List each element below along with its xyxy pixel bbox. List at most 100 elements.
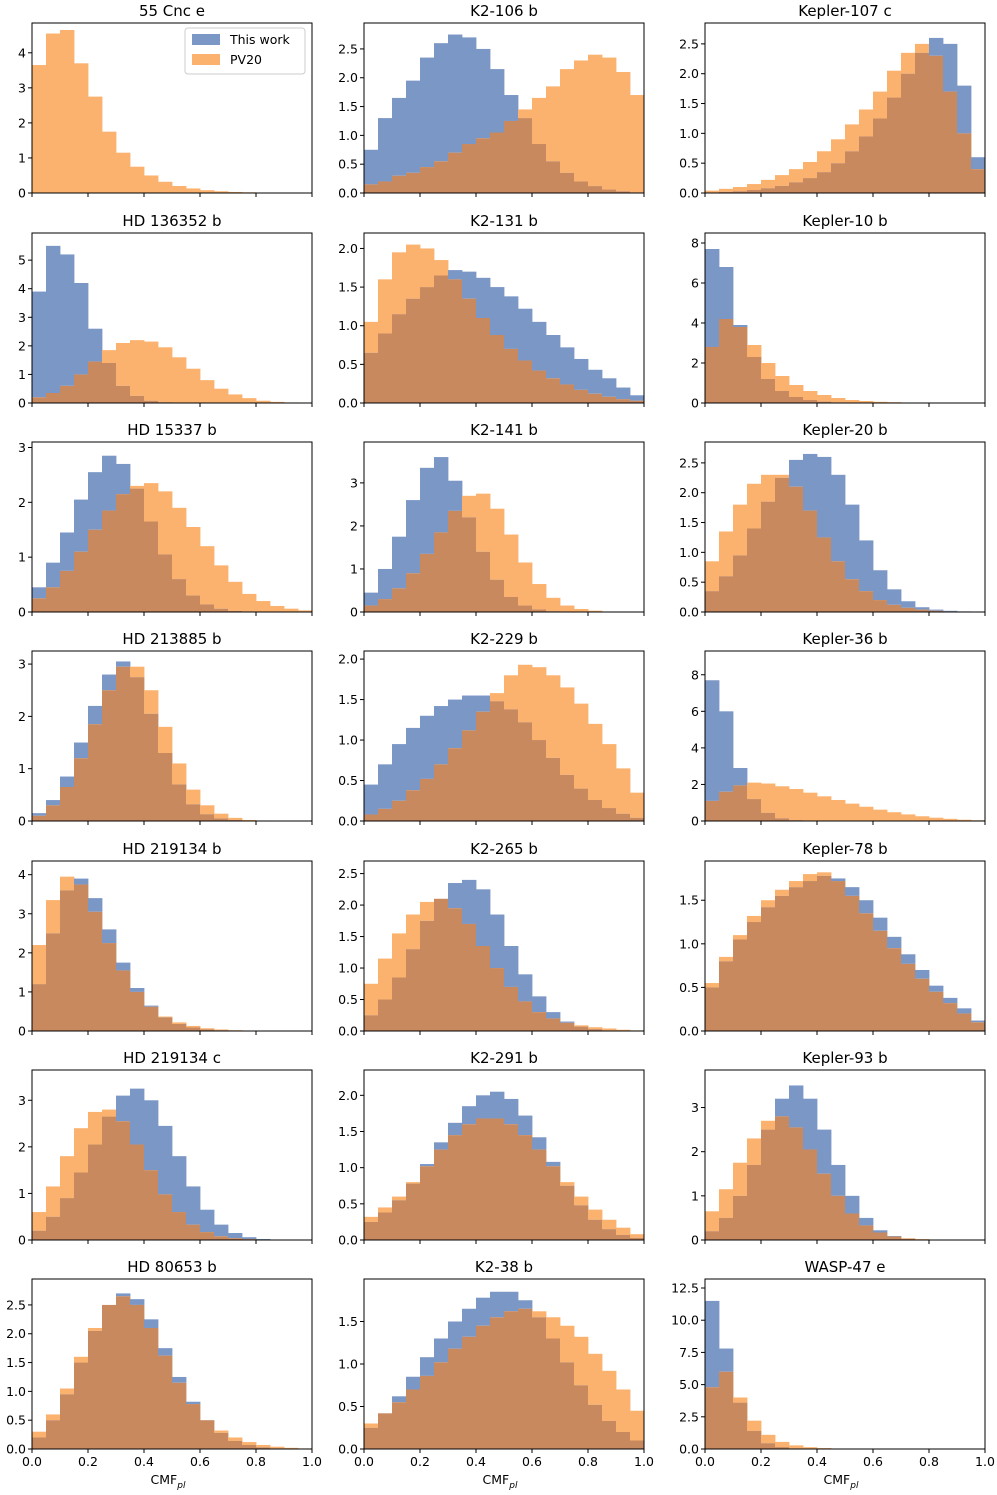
bar-this-work	[574, 358, 589, 390]
bar-pv20	[130, 666, 145, 678]
bar-overlap	[476, 551, 491, 612]
bar-overlap	[845, 1213, 860, 1240]
bar-pv20	[775, 1441, 790, 1448]
bar-pv20	[761, 474, 776, 502]
bar-overlap	[420, 167, 435, 193]
x-tick-label: 0.2	[751, 1454, 771, 1469]
bar-this-work	[733, 767, 748, 786]
y-tick-label: 0.5	[338, 1399, 358, 1414]
bar-pv20	[602, 1028, 617, 1031]
bar-overlap	[378, 599, 393, 612]
y-tick-label: 8	[691, 667, 699, 682]
bar-overlap	[747, 357, 762, 403]
bar-this-work	[602, 378, 617, 397]
bar-this-work	[214, 1224, 229, 1237]
bar-this-work	[102, 674, 117, 691]
bar-pv20	[747, 184, 762, 191]
bar-overlap	[532, 144, 547, 193]
bar-this-work	[462, 1106, 477, 1125]
bar-this-work	[420, 467, 435, 554]
bar-pv20	[546, 675, 561, 758]
bar-overlap	[803, 510, 818, 612]
bar-overlap	[915, 609, 930, 612]
bar-overlap	[448, 279, 463, 403]
bar-pv20	[775, 175, 790, 186]
bar-this-work	[32, 587, 47, 599]
y-tick-label: 2	[18, 338, 26, 353]
bar-overlap	[747, 922, 762, 1031]
bar-pv20	[602, 1370, 617, 1421]
subplot-hd-219134-b: HD 219134 b 0 1 2 3 4	[18, 840, 313, 1039]
bar-overlap	[448, 748, 463, 821]
bar-pv20	[172, 185, 187, 193]
y-tick-label: 5.0	[679, 1377, 699, 1392]
subplot-k2-38-b: K2-38 b 0.0 0.5 1.0 1.5 0.0 0.2 0.4 0.6 0.8 1.0 CMF…	[338, 1258, 654, 1491]
y-tick-label: 0.0	[338, 1024, 358, 1039]
bar-overlap	[789, 486, 804, 612]
bar-overlap	[74, 374, 89, 403]
x-axis-label-sub: pl	[176, 1481, 186, 1491]
bar-overlap	[74, 884, 89, 1031]
bar-overlap	[831, 881, 846, 1031]
bar-this-work	[406, 1376, 421, 1390]
subplot-k2-141-b: K2-141 b 0 1 2 3	[350, 421, 645, 620]
bar-pv20	[817, 395, 832, 402]
bar-overlap	[420, 287, 435, 403]
bar-this-work	[616, 387, 631, 400]
bar-this-work	[88, 328, 103, 362]
bar-pv20	[32, 1431, 47, 1438]
x-tick-label: 0.0	[354, 1454, 374, 1469]
plot-frame	[704, 650, 986, 822]
bar-overlap	[130, 991, 145, 1031]
subplot-kepler-78-b: Kepler-78 b 0.0 0.5 1.0 1.5	[679, 840, 986, 1039]
bar-overlap	[364, 605, 379, 612]
bar-pv20	[761, 783, 776, 813]
bar-this-work	[32, 291, 47, 398]
bar-overlap	[46, 1216, 61, 1240]
bar-this-work	[817, 1129, 832, 1174]
bar-overlap	[775, 391, 790, 403]
bar-overlap	[560, 1185, 575, 1240]
bar-this-work	[74, 499, 89, 552]
bar-overlap	[378, 333, 393, 403]
bar-this-work	[364, 784, 379, 815]
bar-pv20	[490, 693, 505, 702]
y-tick-label: 4	[18, 45, 26, 60]
bar-overlap	[518, 360, 533, 403]
bar-pv20	[803, 874, 818, 882]
bar-this-work	[532, 1137, 547, 1150]
bar-this-work	[406, 80, 421, 173]
bar-this-work	[46, 800, 61, 806]
bar-overlap	[32, 1230, 47, 1240]
bar-overlap	[887, 97, 902, 193]
y-tick-label: 1.0	[679, 126, 699, 141]
x-axis-label-sub: pl	[508, 1481, 518, 1491]
bar-this-work	[504, 95, 519, 121]
bar-pv20	[270, 1446, 285, 1449]
bar-this-work	[532, 996, 547, 1013]
bar-pv20	[144, 690, 159, 714]
bar-this-work	[392, 1396, 407, 1403]
bar-pv20	[130, 485, 145, 489]
bar-this-work	[546, 1012, 561, 1019]
bar-this-work	[116, 463, 131, 495]
bar-overlap	[130, 395, 145, 403]
bar-pv20	[733, 935, 748, 940]
subplot-title: 55 Cnc e	[139, 2, 205, 20]
plot-frame	[363, 1069, 645, 1241]
bar-pv20	[228, 581, 243, 611]
bar-this-work	[789, 1085, 804, 1128]
bar-overlap	[616, 399, 631, 403]
bar-this-work	[130, 1088, 145, 1145]
bar-overlap	[546, 757, 561, 821]
y-tick-label: 1.5	[338, 1124, 358, 1139]
subplot-k2-265-b: K2-265 b 0.0 0.5 1.0 1.5 2.0 2.5	[338, 840, 645, 1039]
subplot-title: HD 219134 b	[122, 840, 221, 858]
bar-overlap	[102, 1116, 117, 1240]
bar-overlap	[887, 948, 902, 1031]
bar-pv20	[817, 796, 832, 821]
bar-pv20	[574, 60, 589, 182]
bar-overlap	[518, 1001, 533, 1031]
bar-overlap	[719, 1217, 734, 1240]
bar-this-work	[462, 271, 477, 299]
